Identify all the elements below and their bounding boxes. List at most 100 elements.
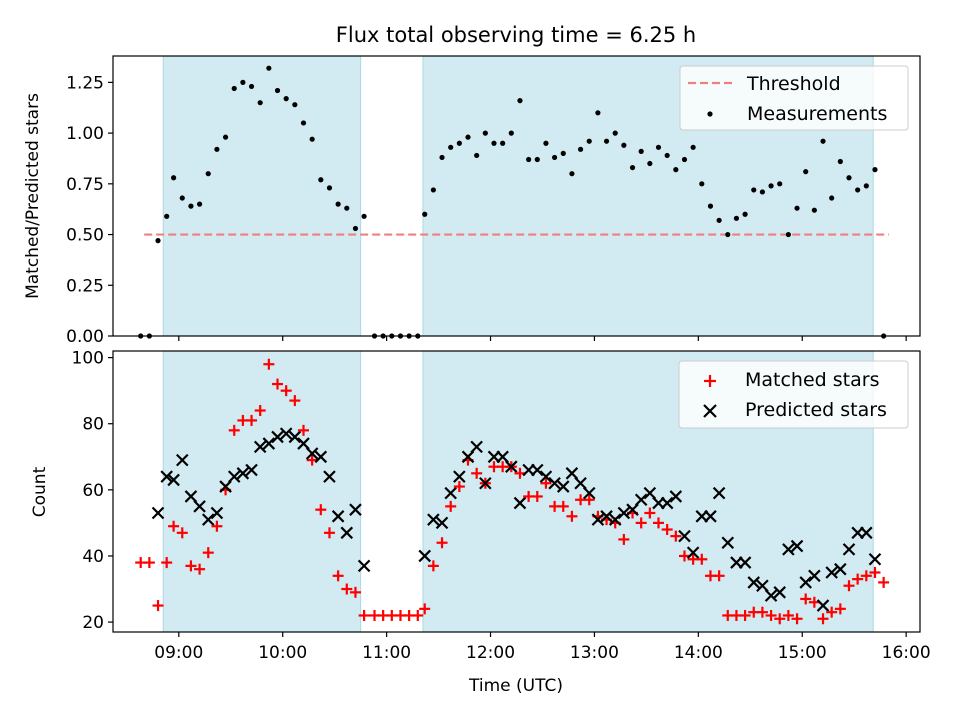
chart-title: Flux total observing time = 6.25 h [336,23,696,47]
matched-star-marker [280,385,292,397]
predicted-star-marker [712,486,726,500]
predicted-star-marker [305,447,319,460]
matched-star-marker [644,507,656,519]
top-x-ticks [178,336,907,341]
matched-star-marker [194,563,206,575]
matched-star-marker [540,477,552,489]
measurement-point [543,140,549,146]
predicted-star-marker [721,536,735,550]
measurement-point [872,167,878,173]
measurement-point [171,175,177,181]
y-tick-label: 20 [82,613,104,633]
predicted-star-marker [461,450,475,464]
matched-star-marker [427,560,439,572]
measurement-point [655,144,662,150]
top-panel: Flux total observing time = 6.25 h 0.000… [23,23,921,347]
predicted-star-marker [669,490,683,503]
matched-star-marker [152,600,164,612]
measurement-point [777,181,783,187]
measurement-point [326,185,333,191]
predicted-star-marker [253,440,267,454]
measurement-point [266,65,272,71]
x-stroke [314,450,328,464]
predicted-star-marker [340,526,354,540]
measurement-point [621,142,627,148]
measurement-point [292,102,298,108]
x-stroke [279,427,293,440]
x-tick-label: 16:00 [882,643,931,663]
measurement-point [725,231,731,238]
predicted-star-marker [738,556,752,569]
x-stroke [236,467,250,480]
measurement-point [577,146,584,152]
x-stroke [712,486,726,500]
predicted-star-marker [262,437,276,450]
measurement-point [361,213,367,219]
predicted-star-marker [151,506,165,520]
predicted-star-marker [868,552,882,566]
measurement-point [638,148,644,154]
x-stroke [617,506,631,520]
x-tick-label: 12:00 [466,643,515,663]
predicted-star-marker [660,496,674,510]
predicted-star-marker [816,599,830,612]
x-stroke [323,470,336,483]
matched-star-marker [412,609,424,621]
legend-matched-label: Matched stars [745,369,879,391]
x-stroke [582,486,596,500]
x-stroke [565,467,579,480]
y-tick-label: 40 [82,547,104,567]
x-stroke [505,460,518,473]
bottom-y-axis: 20 40 60 80 100 [72,349,113,633]
x-tick-label: 10:00 [258,643,307,663]
measurement-point [456,140,462,146]
x-stroke [704,510,717,523]
x-stroke [357,559,371,573]
predicted-star-marker [643,486,657,500]
x-stroke [574,476,587,490]
x-stroke [764,589,778,602]
matched-star-marker [670,530,682,542]
y-tick-label: 0.25 [66,276,104,296]
matched-star-marker [445,500,457,512]
predicted-star-marker [323,470,336,483]
matched-star-marker [332,570,344,582]
measurement-point [751,187,757,193]
x-tick-label: 14:00 [674,643,723,663]
predicted-star-marker [331,510,345,523]
matched-star-marker [860,570,872,582]
measurement-point [586,138,592,144]
x-stroke [340,526,354,540]
matched-star-marker [774,613,786,625]
measurement-point [664,152,670,159]
predicted-star-marker [704,510,717,523]
x-stroke [626,503,639,516]
measurement-point [612,130,618,136]
predicted-star-marker [608,513,622,526]
x-stroke [686,546,700,559]
x-stroke [608,513,622,526]
x-stroke [860,526,873,540]
matched-star-marker [211,520,223,532]
legend-measurements-label: Measurements [747,103,887,125]
x-stroke [271,430,284,444]
matched-star-marker [696,553,708,565]
matched-star-marker [297,424,309,436]
matched-star-marker [228,424,240,436]
x-stroke [799,576,812,589]
measurement-point [474,152,480,159]
measurement-point [439,154,445,161]
measurement-point [629,164,636,171]
predicted-star-marker [574,476,587,490]
predicted-star-marker [860,526,873,540]
predicted-star-marker [418,549,431,563]
matched-star-marker [583,494,595,506]
x-stroke [418,549,431,563]
x-stroke [643,486,657,500]
matched-star-marker [661,524,673,536]
x-stroke [790,539,804,553]
measurement-point [846,175,852,181]
x-stroke [600,510,613,523]
x-tick-label: 09:00 [154,643,203,663]
